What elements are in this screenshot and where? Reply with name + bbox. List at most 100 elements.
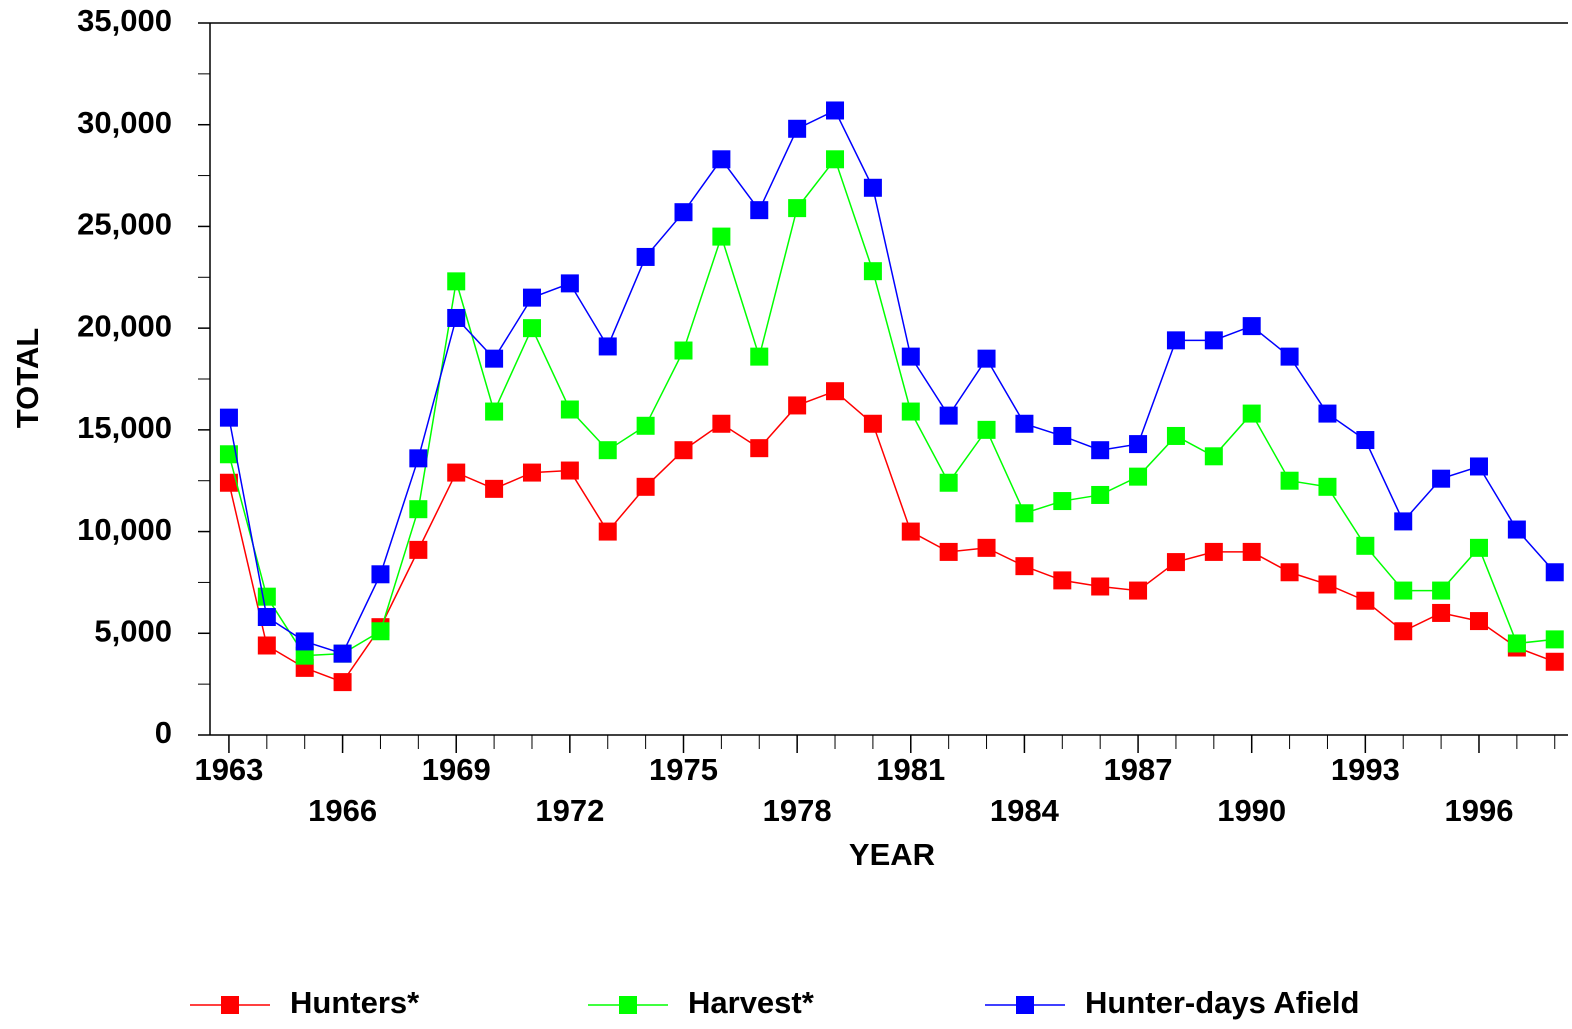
x-tick-label: 1993 <box>1331 752 1400 787</box>
marker <box>1432 581 1451 600</box>
marker <box>219 408 238 427</box>
marker <box>409 449 428 468</box>
marker <box>1545 652 1564 671</box>
marker <box>1166 426 1185 445</box>
legend-marker <box>1016 996 1034 1014</box>
x-tick-label: 1963 <box>194 752 263 787</box>
series <box>219 150 1564 665</box>
x-tick-label: 1981 <box>876 752 945 787</box>
legend-label: Harvest* <box>688 985 815 1020</box>
y-tick-label: 0 <box>155 715 172 750</box>
marker <box>1129 467 1148 486</box>
marker <box>1015 504 1034 523</box>
marker <box>939 542 958 561</box>
x-tick-label: 1990 <box>1217 793 1286 828</box>
marker <box>788 199 807 218</box>
marker <box>901 522 920 541</box>
marker <box>598 522 617 541</box>
y-axis-label: TOTAL <box>10 328 45 428</box>
marker <box>371 565 390 584</box>
y-tick-label: 15,000 <box>77 410 172 445</box>
marker <box>219 473 238 492</box>
marker <box>560 274 579 293</box>
marker <box>1356 431 1375 450</box>
marker <box>1204 331 1223 350</box>
x-tick-label: 1987 <box>1104 752 1173 787</box>
marker <box>977 538 996 557</box>
marker <box>674 441 693 460</box>
marker <box>1091 441 1110 460</box>
marker <box>1394 512 1413 531</box>
marker <box>863 262 882 281</box>
marker <box>1469 612 1488 631</box>
marker <box>485 349 504 368</box>
marker <box>636 477 655 496</box>
marker <box>939 473 958 492</box>
marker <box>409 500 428 519</box>
marker <box>295 632 314 651</box>
marker <box>1053 426 1072 445</box>
marker <box>522 463 541 482</box>
marker <box>826 382 845 401</box>
marker <box>1053 492 1072 511</box>
marker <box>1356 591 1375 610</box>
x-tick-label: 1969 <box>422 752 491 787</box>
marker <box>447 272 466 291</box>
marker <box>1318 477 1337 496</box>
marker <box>1432 469 1451 488</box>
marker <box>1280 347 1299 366</box>
marker <box>1469 457 1488 476</box>
marker <box>560 461 579 480</box>
marker <box>333 644 352 663</box>
x-tick-label: 1984 <box>990 793 1060 828</box>
legend-label: Hunter-days Afield <box>1085 985 1359 1020</box>
marker <box>1545 563 1564 582</box>
marker <box>1204 542 1223 561</box>
marker <box>598 337 617 356</box>
legend-marker <box>221 996 239 1014</box>
y-tick-label: 20,000 <box>77 308 172 343</box>
marker <box>826 101 845 120</box>
marker <box>1015 414 1034 433</box>
marker <box>1091 485 1110 504</box>
marker <box>485 402 504 421</box>
marker <box>1507 634 1526 653</box>
x-tick-label: 1975 <box>649 752 718 787</box>
marker <box>750 347 769 366</box>
marker <box>1432 603 1451 622</box>
legend-label: Hunters* <box>290 985 420 1020</box>
marker <box>409 540 428 559</box>
y-tick-label: 30,000 <box>77 105 172 140</box>
marker <box>1166 553 1185 572</box>
marker <box>750 201 769 220</box>
marker <box>522 288 541 307</box>
marker <box>863 178 882 197</box>
marker <box>1318 404 1337 423</box>
marker <box>1318 575 1337 594</box>
series-line <box>228 157 1555 657</box>
marker <box>1204 447 1223 466</box>
marker <box>1242 317 1261 336</box>
marker <box>863 414 882 433</box>
x-tick-label: 1978 <box>763 793 832 828</box>
marker <box>750 439 769 458</box>
marker <box>1280 471 1299 490</box>
series-line <box>228 109 1556 655</box>
x-tick-label: 1966 <box>308 793 377 828</box>
y-tick-label: 25,000 <box>77 207 172 242</box>
marker <box>826 150 845 169</box>
x-axis-label: YEAR <box>849 837 935 872</box>
y-tick-label: 35,000 <box>77 3 172 38</box>
legend-marker <box>619 996 637 1014</box>
marker <box>1394 622 1413 641</box>
x-tick-label: 1972 <box>535 793 604 828</box>
series-line <box>228 390 1556 684</box>
marker <box>977 349 996 368</box>
marker <box>257 636 276 655</box>
marker <box>1356 536 1375 555</box>
marker <box>901 402 920 421</box>
marker <box>1129 435 1148 454</box>
marker <box>788 396 807 415</box>
marker <box>1053 571 1072 590</box>
